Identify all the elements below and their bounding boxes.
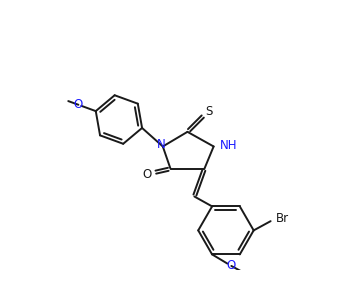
Text: Br: Br [276,212,289,225]
Text: O: O [73,98,82,111]
Text: O: O [143,168,152,181]
Text: N: N [157,138,165,151]
Text: NH: NH [220,139,237,152]
Text: O: O [227,259,236,272]
Text: S: S [205,105,213,118]
